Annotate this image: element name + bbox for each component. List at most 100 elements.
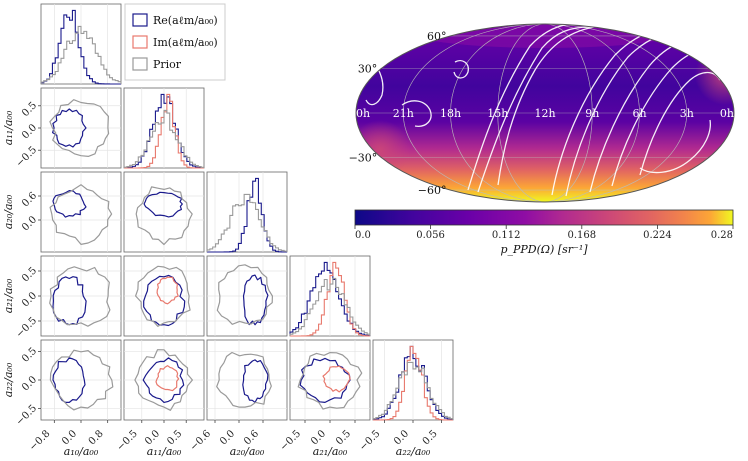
ra-label: 6h [632,107,646,120]
histogram-a11-0 [123,93,205,169]
corner-plot: −0.50.00.5a₁₁/a₀₀0.00.6a₂₀/a₀₀−0.50.00.5… [2,3,454,458]
dec-label: −60° [418,184,447,197]
panel-frame [206,171,288,253]
histogram-a10-2 [40,25,122,84]
contour-a22-a21-1 [322,365,351,393]
contour-a22-a21-2 [297,352,363,410]
event-contour-11 [401,100,432,127]
dec-label: −30° [349,152,378,165]
contour-a21-a11-2 [135,265,191,327]
panel-a21-vs-a20 [206,255,288,337]
event-contour-12 [453,59,469,79]
contour-a22-a10-0 [52,357,86,403]
x-axis-label-a22: a₂₂/a₀₀ [396,445,431,458]
event-contour-9 [639,119,711,174]
histogram-a11-2 [123,109,205,168]
y-tick-label: 0.0 [20,122,39,141]
ra-label: 21h [393,107,414,120]
sky-hotspot-top [405,24,685,48]
contour-a11-a10-0 [52,108,87,148]
legend-entry-label: Im(aℓm/a₀₀) [153,36,218,49]
contour-a22-a11-0 [142,357,185,403]
x-axis-label-a10: a₁₀/a₀₀ [64,445,99,458]
x-tick-label: −0.5 [278,428,303,453]
x-axis-label-a11: a₁₁/a₀₀ [147,445,182,458]
histogram-a21-0 [289,261,371,336]
contour-a22-a11-2 [134,349,193,411]
contour-a21-a10-2 [49,266,111,327]
panel-a21-vs-a21 [289,255,371,337]
sky-graticule [356,24,734,202]
histogram-a21-2 [289,277,371,336]
contour-a22-a10-2 [49,349,114,411]
histogram-a10-0 [40,9,121,85]
legend-swatch [132,13,148,27]
y-tick-label: 0.6 [20,190,39,209]
legend-entry-label: Prior [153,58,182,71]
contour-a20-a11-0 [143,191,183,218]
panel-a11-vs-a10: −0.5 0.0 0.5 a₁₁/a₀₀ [2,87,122,170]
y-tick-label: 0.5 [20,265,39,284]
y-axis-label-a11: a₁₁/a₀₀ [2,110,15,145]
contour-a20-a11-2 [135,186,193,246]
colorbar: 0.0 0.056 0.112 0.168 0.224 0.28 p_PPD(Ω) [sr… [354,209,734,256]
x-axis-label-a20: a₂₀/a₀₀ [230,445,265,458]
x-tick-label: −0.5 [358,428,383,453]
y-tick-label: 0.5 [20,100,39,119]
colorbar-tick-label: 0.0 [355,230,371,241]
event-contour-8 [639,71,721,176]
y-tick-label: −0.5 [14,315,39,340]
y-axis-label-a22: a₂₂/a₀₀ [2,362,15,397]
x-tick-label: −0.5 [115,428,140,453]
histogram-a11-1 [124,93,204,169]
event-contour-3 [497,25,601,186]
histogram-a22-2 [372,361,454,420]
histogram-a21-1 [290,261,371,337]
x-tick-label: −0.6 [188,428,213,453]
dec-label: 30° [358,63,378,76]
y-tick-label: 0.0 [20,290,39,309]
sky-meridian [450,24,640,202]
contour-a21-a10-0 [52,276,87,326]
contour-a21-a11-0 [143,274,186,327]
panel-a11-vs-a11 [123,87,205,169]
y-tick-label: 0.0 [20,374,39,393]
sky-outline [355,23,735,203]
panel-a20-vs-a11 [123,171,205,253]
y-tick-label: −0.5 [14,145,39,170]
colorbar-tick-label: 0.28 [711,230,733,241]
colorbar-tick-label: 0.168 [567,230,596,241]
colorbar-gradient [354,209,734,226]
y-tick-label: 0.5 [20,346,39,365]
ra-label: 15h [487,107,508,120]
histogram-a20-2 [206,193,288,252]
y-tick-label: −0.5 [14,403,39,428]
sky-map: 0h 21h 18h 15h 12h 9h 6h 3h 0h 60° 30° −30° −60° [349,23,735,203]
legend-entry-label: Re(aℓm/a₀₀) [153,14,218,27]
sky-event-contours [365,24,721,197]
ra-label: 3h [680,107,694,120]
contour-a22-a20-0 [242,359,269,403]
panel-a21-vs-a10: −0.5 0.0 0.5 a₂₁/a₀₀ [2,255,122,340]
contour-a22-a11-1 [155,365,180,392]
ra-label: 9h [585,107,599,120]
x-axis-label-a21: a₂₁/a₀₀ [313,445,348,458]
contour-a21-a20-0 [242,274,269,326]
panel-a21-vs-a11 [123,255,205,337]
contour-a20-a10-2 [49,184,113,245]
ra-label: 0h [720,107,734,120]
contour-a21-a11-1 [156,276,179,305]
dec-label: 60° [427,30,447,43]
ra-label: 18h [440,107,461,120]
event-contour-1 [467,24,576,191]
contour-a22-a20-2 [216,351,272,408]
panel-a20-vs-a20 [206,171,288,253]
contour-a11-a10-2 [49,99,110,157]
y-tick-label: 0.0 [20,214,39,233]
contour-a21-a20-2 [216,264,273,325]
sky-meridian [402,24,688,202]
